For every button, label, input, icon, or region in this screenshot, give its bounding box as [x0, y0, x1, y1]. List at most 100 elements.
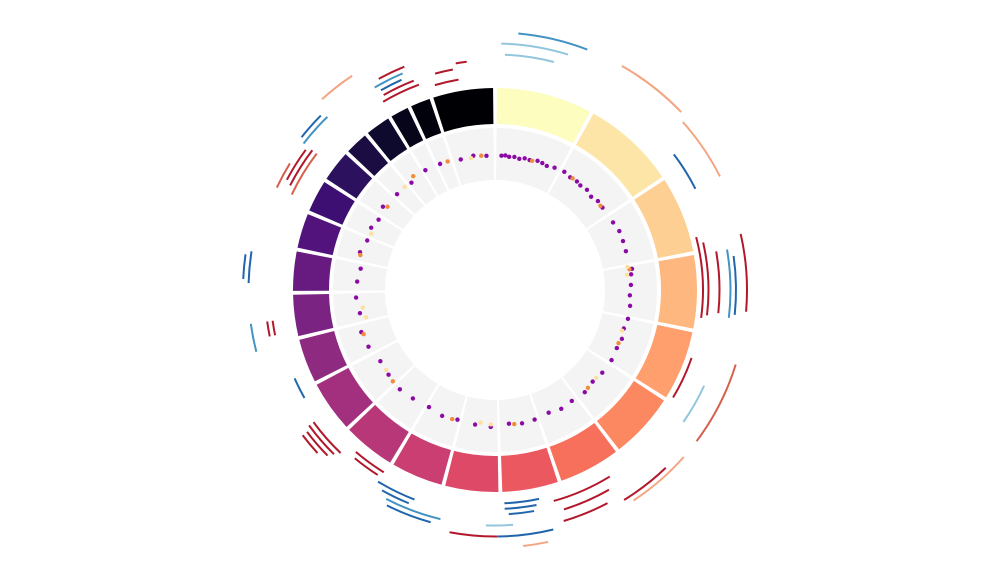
arc-feature: [301, 434, 319, 454]
arc-feature: [383, 79, 415, 96]
track-background: [336, 229, 394, 267]
scatter-point: [353, 295, 359, 300]
arc-feature: [312, 421, 342, 454]
ideogram-segment: [393, 433, 451, 485]
ideogram-segment: [496, 88, 591, 144]
scatter-point: [627, 303, 633, 309]
arc-feature: [378, 65, 405, 80]
scatter-point: [578, 183, 583, 188]
arc-feature: [672, 357, 693, 399]
scatter-point: [584, 187, 590, 193]
scatter-point: [614, 345, 620, 351]
scatter-point: [529, 158, 535, 163]
scatter-point: [361, 332, 366, 337]
scatter-point: [363, 315, 369, 320]
scatter-point: [426, 404, 432, 410]
arc-feature: [381, 489, 410, 505]
arc-feature: [523, 540, 549, 547]
arc-feature: [321, 74, 353, 100]
scatter-point: [478, 420, 483, 425]
scatter-point: [544, 163, 549, 169]
scatter-point: [619, 328, 625, 333]
scatter-point: [512, 154, 517, 160]
arc-feature: [673, 153, 697, 190]
arc-feature: [501, 42, 569, 56]
scatter-point: [439, 413, 445, 419]
scatter-point: [484, 153, 489, 159]
scatter-point: [455, 417, 460, 422]
arc-feature: [732, 255, 737, 315]
arc-feature: [508, 510, 535, 516]
scatter-point: [360, 305, 365, 310]
scatter-point: [503, 153, 508, 158]
arc-feature: [682, 121, 721, 177]
arc-feature: [518, 32, 588, 51]
arc-feature: [726, 249, 732, 319]
scatter-point: [522, 156, 527, 161]
arc-feature: [385, 497, 441, 521]
track-background: [548, 148, 630, 229]
scatter-point: [562, 169, 567, 174]
scatter-point: [385, 204, 390, 209]
ideogram-segment: [575, 113, 663, 197]
scatter-point: [423, 167, 428, 173]
scatter-point: [582, 389, 587, 395]
scatter-point: [628, 272, 634, 277]
ideogram-segment: [634, 180, 694, 259]
scatter-point: [390, 379, 396, 384]
arc-feature: [286, 149, 307, 181]
scatter-point: [585, 385, 591, 391]
track-background: [588, 313, 654, 377]
scatter-point: [410, 396, 416, 401]
arc-feature: [266, 321, 271, 337]
arc-feature: [308, 424, 335, 455]
scatter-point: [552, 165, 557, 170]
track-background: [413, 385, 466, 447]
scatter-point: [402, 184, 407, 190]
arc-feature: [306, 431, 329, 457]
scatter-point: [384, 367, 389, 373]
track-background: [346, 203, 403, 247]
arc-feature: [553, 475, 611, 502]
scatter-point: [449, 416, 455, 422]
arc-feature: [623, 467, 667, 501]
scatter-point: [378, 359, 383, 364]
scatter-point: [368, 225, 374, 230]
scatter-point: [411, 173, 416, 179]
arc-feature: [290, 152, 318, 196]
scatter-point: [627, 293, 633, 298]
arc-feature: [485, 523, 514, 527]
scatter-point: [628, 282, 634, 288]
scatter-point: [625, 316, 631, 321]
scatter-point: [380, 204, 386, 209]
track-background: [562, 350, 631, 418]
scatter-point: [499, 153, 504, 158]
scatter-point: [479, 153, 484, 158]
arc-feature: [434, 68, 454, 75]
arc-feature: [300, 114, 322, 138]
ideogram-segment: [596, 380, 664, 450]
arc-feature: [355, 451, 385, 474]
track-background: [377, 166, 425, 215]
ideogram-segment: [316, 367, 373, 427]
scatter-point: [532, 417, 537, 422]
scatter-point: [598, 203, 603, 208]
arc-feature: [434, 78, 459, 87]
scatter-point: [595, 198, 601, 204]
scatter-point: [574, 179, 580, 184]
scatter-point: [588, 194, 594, 199]
scatter-point: [619, 336, 625, 342]
scatter-point: [397, 387, 403, 392]
scatter-point: [559, 406, 564, 411]
arc-feature: [633, 456, 685, 502]
track-background: [333, 292, 388, 327]
arc-feature: [449, 531, 498, 538]
ideogram-segment: [411, 98, 442, 139]
arc-feature: [695, 236, 704, 318]
track-background: [332, 259, 388, 291]
arc-feature: [386, 504, 431, 524]
scatter-point: [620, 238, 626, 244]
scatter-point: [512, 421, 517, 427]
